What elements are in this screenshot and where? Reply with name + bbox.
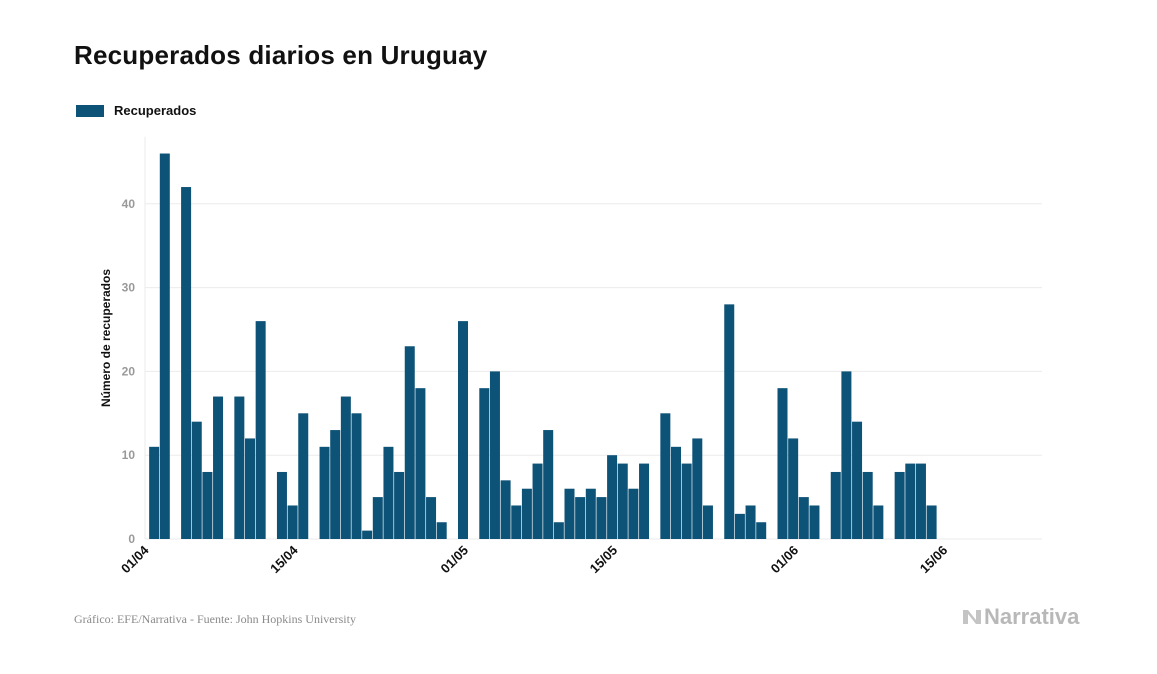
bar[interactable]: [926, 505, 937, 539]
y-tick-label: 0: [128, 532, 135, 546]
bar[interactable]: [575, 497, 586, 539]
bar[interactable]: [788, 438, 799, 539]
legend-swatch: [76, 104, 104, 117]
y-axis-ticks: 0 10 20 30 40: [122, 197, 136, 546]
bar[interactable]: [394, 471, 405, 539]
bar[interactable]: [511, 505, 522, 539]
bar[interactable]: [234, 396, 245, 539]
chart-title: Recuperados diarios en Uruguay: [74, 40, 488, 70]
bar[interactable]: [745, 505, 756, 539]
bar[interactable]: [383, 446, 394, 539]
bar[interactable]: [351, 413, 362, 539]
bar[interactable]: [404, 346, 415, 539]
bar[interactable]: [809, 505, 820, 539]
bar[interactable]: [181, 187, 192, 540]
bar[interactable]: [830, 471, 841, 539]
bar[interactable]: [532, 463, 543, 539]
bar[interactable]: [202, 471, 213, 539]
bar[interactable]: [607, 455, 618, 539]
bar[interactable]: [734, 513, 745, 539]
bar[interactable]: [245, 438, 255, 539]
bar[interactable]: [436, 522, 447, 539]
bar[interactable]: [841, 371, 852, 539]
bar[interactable]: [681, 463, 692, 539]
bar[interactable]: [330, 430, 341, 539]
bar[interactable]: [287, 505, 298, 539]
bar[interactable]: [585, 488, 596, 539]
bar[interactable]: [617, 463, 628, 539]
bar[interactable]: [149, 446, 160, 539]
bar[interactable]: [671, 446, 681, 539]
bars: [149, 153, 937, 540]
bar[interactable]: [756, 522, 767, 539]
bar[interactable]: [905, 463, 916, 539]
source-credit: Gráfico: EFE/Narrativa - Fuente: John Ho…: [74, 612, 356, 626]
bar[interactable]: [298, 413, 309, 539]
bar[interactable]: [564, 488, 575, 539]
bar[interactable]: [852, 421, 863, 539]
y-tick-label: 30: [122, 281, 136, 295]
bar[interactable]: [553, 522, 564, 539]
bar[interactable]: [426, 497, 437, 539]
y-tick-label: 40: [122, 197, 136, 211]
x-tick-label: 01/04: [118, 542, 152, 576]
bar[interactable]: [628, 488, 639, 539]
bar[interactable]: [340, 396, 351, 539]
bar[interactable]: [255, 321, 266, 539]
bar[interactable]: [362, 530, 373, 539]
bar[interactable]: [159, 153, 170, 539]
x-tick-label: 01/06: [768, 543, 802, 577]
bar[interactable]: [692, 438, 703, 539]
bar[interactable]: [543, 430, 554, 539]
bar[interactable]: [479, 388, 490, 539]
bar[interactable]: [319, 446, 330, 539]
bar[interactable]: [191, 421, 202, 539]
bar[interactable]: [798, 497, 809, 539]
narrativa-logo-icon: [963, 610, 981, 624]
bar[interactable]: [276, 471, 287, 539]
x-tick-label: 15/05: [587, 543, 621, 577]
bar[interactable]: [702, 505, 713, 539]
bar[interactable]: [894, 471, 905, 539]
bar[interactable]: [372, 497, 383, 539]
bar[interactable]: [521, 488, 532, 539]
bar[interactable]: [500, 480, 511, 539]
x-tick-label: 15/06: [917, 543, 951, 577]
x-tick-label: 01/05: [438, 543, 472, 577]
brand-name: Narrativa: [984, 604, 1080, 629]
bar[interactable]: [724, 304, 735, 539]
legend: Recuperados: [76, 103, 196, 118]
bar[interactable]: [415, 388, 426, 539]
y-tick-label: 10: [122, 448, 136, 462]
bar[interactable]: [213, 396, 224, 539]
bar[interactable]: [777, 388, 788, 539]
bar[interactable]: [660, 413, 671, 539]
brand-logo[interactable]: Narrativa: [962, 604, 1079, 630]
y-axis-title: Número de recuperados: [99, 269, 113, 407]
bar[interactable]: [915, 463, 926, 539]
y-tick-label: 20: [122, 364, 136, 378]
bar[interactable]: [873, 505, 884, 539]
legend-label: Recuperados: [114, 103, 197, 118]
x-axis-ticks: 01/04 15/04 01/05 15/05 01/06 15/06: [118, 542, 950, 576]
bar[interactable]: [862, 471, 873, 539]
x-tick-label: 15/04: [267, 542, 301, 576]
bar[interactable]: [596, 497, 607, 539]
bar[interactable]: [639, 463, 650, 539]
bar[interactable]: [458, 321, 468, 539]
bar[interactable]: [489, 371, 500, 539]
